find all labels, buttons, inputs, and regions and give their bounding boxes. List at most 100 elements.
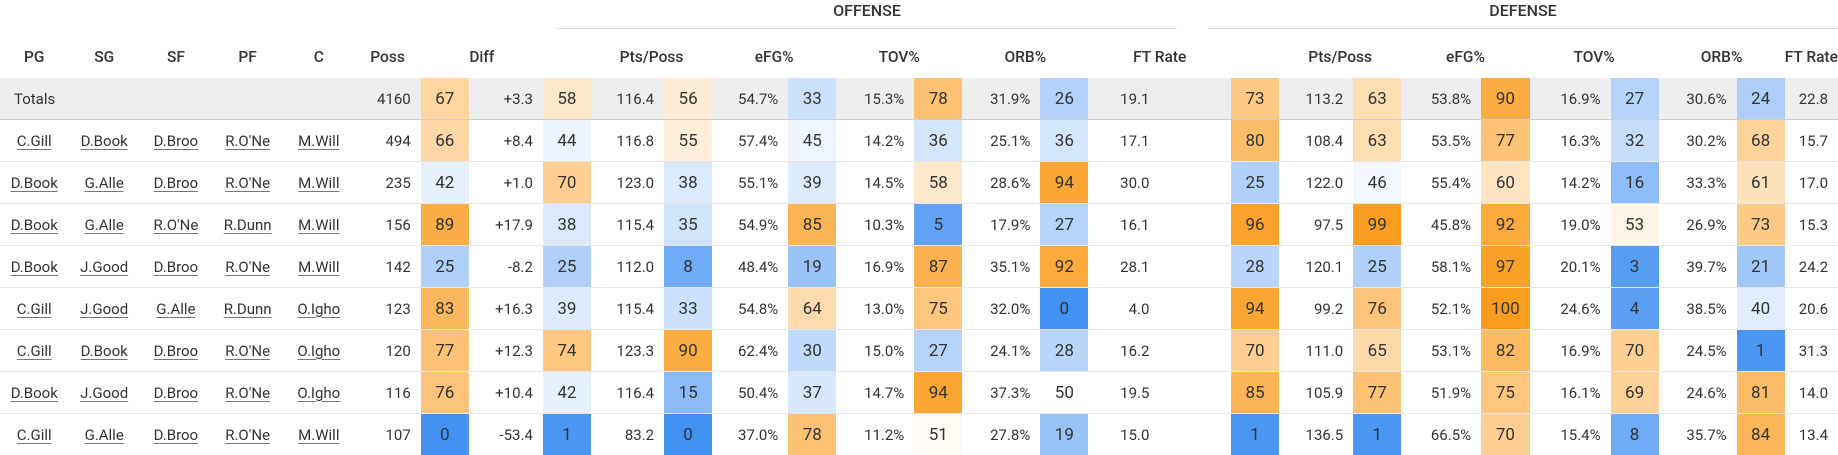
player-link[interactable]: J.Good [80, 300, 128, 318]
def-pts-value: 111.0 [1279, 330, 1353, 372]
def-pts-percentile: 96 [1231, 204, 1279, 246]
col-header-def-pts[interactable]: Pts/Poss [1279, 36, 1401, 78]
player-link[interactable]: O.Igho [297, 300, 340, 318]
player-link[interactable]: D.Broo [154, 258, 198, 276]
player-link[interactable]: G.Alle [85, 216, 124, 234]
player-link[interactable]: R.O'Ne [225, 258, 270, 276]
player-link[interactable]: D.Book [81, 132, 128, 150]
player-link[interactable]: D.Book [11, 174, 58, 192]
player-link[interactable]: G.Alle [85, 426, 124, 444]
player-link[interactable]: R.Dunn [224, 216, 272, 234]
off-orb-percentile: 87 [914, 246, 962, 288]
off-tov-value: 11.2% [836, 414, 914, 455]
player-link[interactable]: D.Book [81, 342, 128, 360]
col-header-off-pts[interactable]: Pts/Poss [591, 36, 712, 78]
player-link[interactable]: R.O'Ne [154, 216, 199, 234]
player-link[interactable]: G.Alle [156, 300, 195, 318]
col-header-off-orb[interactable]: ORB% [962, 36, 1088, 78]
player-link[interactable]: D.Broo [154, 132, 198, 150]
def-efg-value: 53.8% [1401, 78, 1481, 120]
player-cell-c: M.Will [283, 120, 354, 162]
player-link[interactable]: R.O'Ne [225, 342, 270, 360]
player-link[interactable]: D.Book [11, 216, 58, 234]
player-link[interactable]: M.Will [298, 216, 339, 234]
def-efg-percentile: 63 [1353, 120, 1401, 162]
player-link[interactable]: R.O'Ne [225, 174, 270, 192]
col-header-def-orb[interactable]: ORB% [1659, 36, 1785, 78]
diff-value: -53.4 [469, 414, 543, 455]
def-tov-value: 16.1% [1530, 372, 1611, 414]
player-cell-pf: R.O'Ne [212, 372, 283, 414]
player-cell-c: M.Will [283, 414, 354, 455]
col-header-diff[interactable]: Diff [421, 36, 543, 78]
header-row: PG SG SF PF C Poss Diff Pts/Poss eFG% TO… [0, 36, 1838, 78]
diff-percentile: 77 [421, 330, 469, 372]
player-link[interactable]: O.Igho [297, 384, 340, 402]
player-link[interactable]: C.Gill [17, 426, 52, 444]
off-ft-value: 4.0 [1088, 288, 1159, 330]
col-header-pf[interactable]: PF [212, 36, 283, 78]
player-link[interactable]: C.Gill [17, 300, 52, 318]
diff-value: +17.9 [469, 204, 543, 246]
col-header-sf[interactable]: SF [140, 36, 212, 78]
player-cell-pg: C.Gill [0, 330, 69, 372]
spacer-cell [1159, 120, 1231, 162]
player-cell-sg: D.Book [69, 330, 140, 372]
poss-cell: 142 [354, 246, 420, 288]
off-efg-percentile: 0 [664, 414, 712, 455]
player-link[interactable]: M.Will [298, 258, 339, 276]
def-tov-value: 15.4% [1530, 414, 1611, 455]
player-link[interactable]: M.Will [298, 132, 339, 150]
off-ft-percentile: 28 [1040, 330, 1088, 372]
player-cell-pg: D.Book [0, 246, 69, 288]
player-link[interactable]: G.Alle [85, 174, 124, 192]
col-header-pg[interactable]: PG [0, 36, 69, 78]
off-efg-value: 57.4% [712, 120, 788, 162]
col-header-c[interactable]: C [283, 36, 354, 78]
col-header-sg[interactable]: SG [69, 36, 140, 78]
player-link[interactable]: C.Gill [17, 342, 52, 360]
player-link[interactable]: D.Book [11, 258, 58, 276]
player-link[interactable]: J.Good [80, 258, 128, 276]
off-pts-percentile: 25 [543, 246, 591, 288]
player-link[interactable]: R.O'Ne [225, 132, 270, 150]
off-tov-percentile: 39 [788, 162, 836, 204]
lineup-stats-table: PG SG SF PF C Poss Diff Pts/Poss eFG% TO… [0, 36, 1838, 455]
player-link[interactable]: R.Dunn [224, 300, 272, 318]
def-ft-value: 15.3 [1785, 204, 1838, 246]
player-link[interactable]: M.Will [298, 174, 339, 192]
off-orb-percentile: 94 [914, 372, 962, 414]
diff-value: -8.2 [469, 246, 543, 288]
player-link[interactable]: R.O'Ne [225, 384, 270, 402]
player-link[interactable]: D.Book [11, 384, 58, 402]
def-ft-value: 22.8 [1785, 78, 1838, 120]
col-header-def-ft[interactable]: FT Rate [1785, 36, 1838, 78]
def-ft-value: 20.6 [1785, 288, 1838, 330]
col-header-off-tov[interactable]: TOV% [836, 36, 962, 78]
player-link[interactable]: D.Broo [154, 384, 198, 402]
diff-percentile: 76 [421, 372, 469, 414]
off-ft-value: 17.1 [1088, 120, 1159, 162]
poss-cell: 494 [354, 120, 420, 162]
def-pts-value: 113.2 [1279, 78, 1353, 120]
player-link[interactable]: R.O'Ne [225, 426, 270, 444]
player-link[interactable]: J.Good [80, 384, 128, 402]
player-link[interactable]: M.Will [298, 426, 339, 444]
player-link[interactable]: C.Gill [17, 132, 52, 150]
totals-row: Totals 4160 67 +3.3 58 116.4 56 54.7% 33… [0, 78, 1838, 120]
player-link[interactable]: D.Broo [154, 426, 198, 444]
col-header-def-efg[interactable]: eFG% [1401, 36, 1530, 78]
off-efg-value: 54.7% [712, 78, 788, 120]
player-link[interactable]: O.Igho [297, 342, 340, 360]
def-ft-percentile: 1 [1737, 330, 1785, 372]
col-header-def-tov[interactable]: TOV% [1530, 36, 1659, 78]
col-header-off-ft[interactable]: FT Rate [1088, 36, 1231, 78]
player-link[interactable]: D.Broo [154, 174, 198, 192]
def-orb-percentile: 8 [1611, 414, 1659, 455]
col-header-off-efg[interactable]: eFG% [712, 36, 836, 78]
col-header-poss[interactable]: Poss [354, 36, 420, 78]
player-link[interactable]: D.Broo [154, 342, 198, 360]
off-orb-value: 28.6% [962, 162, 1040, 204]
